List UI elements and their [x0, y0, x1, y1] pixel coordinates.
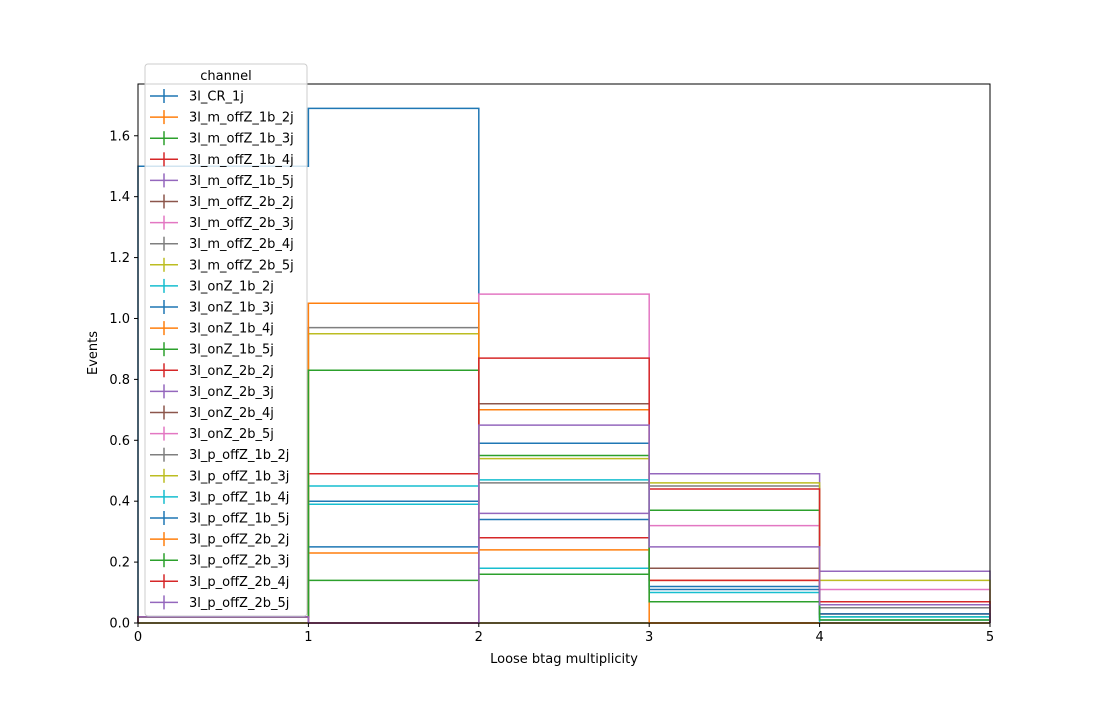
y-tick-label: 1.0 — [109, 312, 130, 327]
legend-label: 3l_onZ_1b_3j — [189, 301, 274, 316]
legend-label: 3l_onZ_2b_4j — [189, 406, 274, 421]
legend-entry: 3l_m_offZ_1b_4j — [150, 152, 294, 168]
legend-label: 3l_m_offZ_2b_3j — [189, 216, 294, 231]
legend-label: 3l_m_offZ_2b_4j — [189, 237, 294, 252]
legend-entry: 3l_p_offZ_1b_5j — [150, 511, 289, 527]
legend-entry: 3l_CR_1j — [150, 89, 244, 105]
legend-label: 3l_p_offZ_1b_4j — [189, 490, 289, 505]
legend-label: 3l_onZ_2b_3j — [189, 385, 274, 400]
legend: channel 3l_CR_1j 3l_m_offZ_1b_2j 3l_m_offZ… — [144, 63, 308, 617]
y-tick-label: 0.2 — [109, 556, 130, 571]
legend-label: 3l_m_offZ_1b_2j — [189, 111, 294, 126]
legend-entry: 3l_onZ_2b_5j — [150, 426, 274, 442]
x-tick-label: 3 — [645, 630, 653, 645]
legend-label: 3l_p_offZ_2b_4j — [189, 575, 289, 590]
legend-label: 3l_onZ_2b_5j — [189, 427, 274, 442]
legend-label: 3l_onZ_1b_4j — [189, 322, 274, 337]
y-tick-label: 0.8 — [109, 373, 130, 388]
y-tick-label: 0.4 — [109, 495, 130, 510]
legend-entry: 3l_m_offZ_1b_5j — [150, 173, 294, 189]
y-tick-label: 1.4 — [109, 190, 130, 205]
legend-entry: 3l_m_offZ_2b_2j — [150, 194, 294, 210]
legend-entry: 3l_m_offZ_2b_4j — [150, 236, 294, 252]
legend-entry: 3l_onZ_2b_4j — [150, 405, 274, 421]
legend-entry: 3l_onZ_1b_4j — [150, 321, 274, 337]
legend-entry: 3l_p_offZ_1b_3j — [150, 468, 289, 484]
legend-entry: 3l_onZ_1b_5j — [150, 342, 274, 358]
legend-entry: 3l_p_offZ_1b_4j — [150, 489, 289, 505]
legend-entry: 3l_p_offZ_2b_2j — [150, 532, 289, 548]
x-tick-label: 2 — [475, 630, 483, 645]
y-tick-label: 0.6 — [109, 434, 130, 449]
legend-entry: 3l_m_offZ_1b_2j — [150, 110, 294, 126]
legend-label: 3l_p_offZ_2b_3j — [189, 554, 289, 569]
legend-box — [144, 63, 308, 617]
legend-entry: 3l_m_offZ_1b_3j — [150, 131, 294, 147]
legend-label: 3l_onZ_1b_2j — [189, 279, 274, 294]
legend-entry: 3l_p_offZ_2b_4j — [150, 574, 289, 590]
legend-label: 3l_m_offZ_1b_5j — [189, 174, 294, 189]
y-tick-label: 1.2 — [109, 251, 130, 266]
legend-entry: 3l_onZ_1b_2j — [150, 278, 274, 294]
legend-label: 3l_onZ_1b_5j — [189, 343, 274, 358]
legend-label: 3l_p_offZ_1b_3j — [189, 469, 289, 484]
legend-entry: 3l_onZ_2b_2j — [150, 363, 274, 379]
legend-entry: 3l_p_offZ_2b_3j — [150, 553, 289, 569]
legend-title: channel — [200, 69, 251, 84]
legend-label: 3l_m_offZ_2b_2j — [189, 195, 294, 210]
legend-entry: 3l_onZ_1b_3j — [150, 300, 274, 316]
legend-entry: 3l_m_offZ_2b_5j — [150, 257, 294, 273]
series-step-24 — [137, 424, 991, 624]
legend-entry: 3l_p_offZ_1b_2j — [150, 447, 289, 463]
x-axis: 0 1 2 3 4 5 — [134, 623, 994, 645]
legend-items: 3l_CR_1j 3l_m_offZ_1b_2j 3l_m_offZ_1b_3j 3l… — [150, 89, 294, 611]
y-axis-label: Events — [86, 331, 101, 375]
y-tick-label: 0.0 — [109, 617, 130, 632]
legend-label: 3l_CR_1j — [189, 90, 244, 105]
legend-label: 3l_p_offZ_1b_5j — [189, 512, 289, 527]
legend-entry: 3l_p_offZ_2b_5j — [150, 595, 289, 611]
legend-label: 3l_p_offZ_1b_2j — [189, 448, 289, 463]
axes-frame — [137, 83, 991, 624]
y-axis: 0.0 0.2 0.4 0.6 0.8 1.0 1.2 1.4 1.6 — [109, 129, 138, 632]
x-tick-label: 4 — [815, 630, 823, 645]
legend-label: 3l_p_offZ_2b_2j — [189, 533, 289, 548]
legend-label: 3l_p_offZ_2b_5j — [189, 596, 289, 611]
x-tick-label: 1 — [304, 630, 312, 645]
y-tick-label: 1.6 — [109, 129, 130, 144]
legend-entry: 3l_m_offZ_2b_3j — [150, 215, 294, 231]
x-axis-label: Loose btag multiplicity — [490, 652, 638, 667]
legend-label: 3l_m_offZ_2b_5j — [189, 258, 294, 273]
legend-entry: 3l_onZ_2b_3j — [150, 384, 274, 400]
legend-label: 3l_onZ_2b_2j — [189, 364, 274, 379]
x-tick-label: 0 — [134, 630, 142, 645]
legend-label: 3l_m_offZ_1b_4j — [189, 153, 294, 168]
legend-label: 3l_m_offZ_1b_3j — [189, 132, 294, 147]
x-tick-label: 5 — [986, 630, 994, 645]
